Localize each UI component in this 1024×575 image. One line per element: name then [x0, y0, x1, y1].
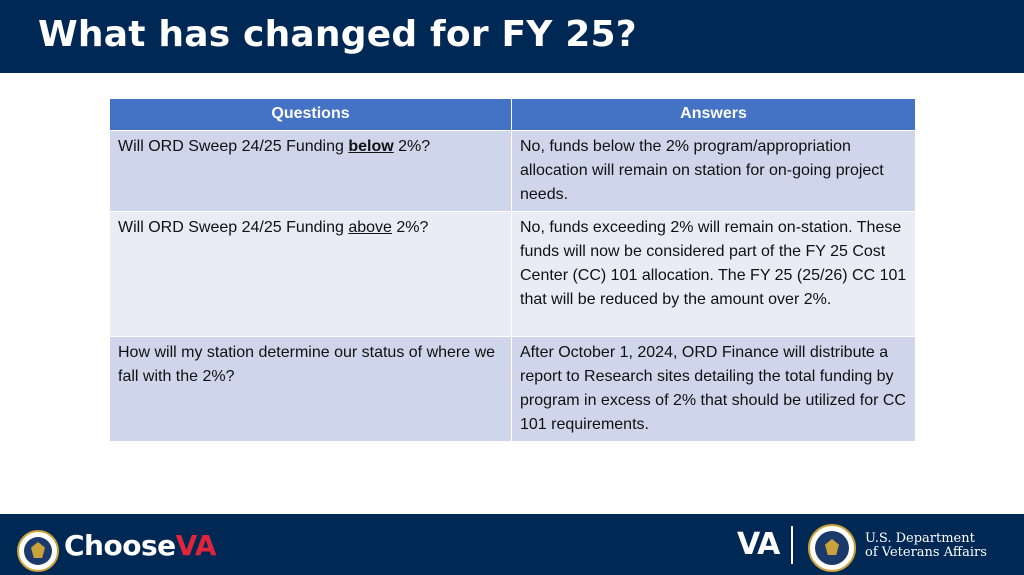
va-seal-icon [808, 524, 856, 572]
table-row: Will ORD Sweep 24/25 Funding below 2%? N… [109, 129, 916, 212]
question-cell: Will ORD Sweep 24/25 Funding below 2%? [109, 129, 512, 212]
dept-line-1: U.S. Department [865, 531, 975, 546]
choose-text: Choose [64, 529, 176, 562]
answer-cell: After October 1, 2024, ORD Finance will … [511, 335, 916, 442]
question-cell: How will my station determine our status… [109, 335, 512, 442]
logo-divider [791, 526, 793, 564]
choose-va-logo: ChooseVA [64, 529, 217, 562]
answer-cell: No, funds below the 2% program/appropria… [511, 129, 916, 212]
qa-table: Questions Answers Will ORD Sweep 24/25 F… [109, 99, 916, 442]
question-text: 2%? [393, 137, 431, 155]
question-emphasis: below [348, 137, 394, 155]
header-questions: Questions [109, 99, 512, 131]
header-bar: What has changed for FY 25? [0, 0, 1024, 73]
table-header-row: Questions Answers [109, 99, 916, 131]
answer-cell: No, funds exceeding 2% will remain on-st… [511, 210, 916, 337]
question-cell: Will ORD Sweep 24/25 Funding above 2%? [109, 210, 512, 337]
slide-title: What has changed for FY 25? [38, 14, 637, 55]
header-answers: Answers [511, 99, 916, 131]
question-text: Will ORD Sweep 24/25 Funding [118, 218, 349, 236]
department-name: U.S. Department of Veterans Affairs [865, 532, 1015, 560]
table-row: How will my station determine our status… [109, 335, 916, 442]
table-row: Will ORD Sweep 24/25 Funding above 2%? N… [109, 210, 916, 337]
question-text: Will ORD Sweep 24/25 Funding [118, 137, 349, 155]
va-check-text: VA [175, 529, 217, 562]
question-text: 2%? [391, 218, 429, 236]
dept-line-2: of Veterans Affairs [865, 545, 987, 560]
va-seal-icon [17, 530, 59, 572]
question-emphasis: above [348, 218, 392, 236]
va-logo-mark: VA [737, 527, 780, 562]
